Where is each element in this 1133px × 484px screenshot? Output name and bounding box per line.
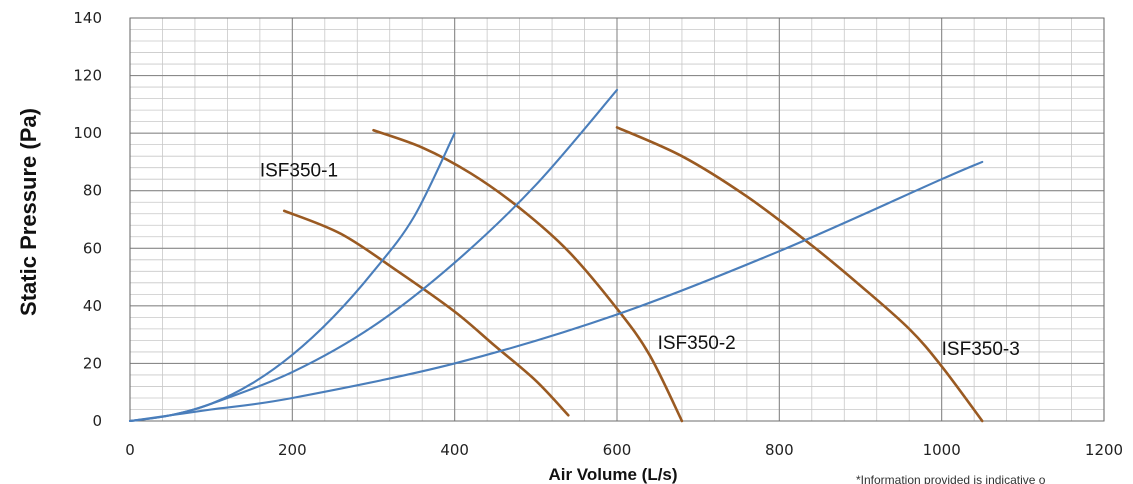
y-tick-label: 100 xyxy=(73,124,102,142)
y-axis-title: Static Pressure (Pa) xyxy=(16,108,41,316)
x-tick-label: 200 xyxy=(278,441,307,459)
curve-label: ISF350-3 xyxy=(942,339,1020,360)
x-tick-label: 0 xyxy=(125,441,135,459)
plot-area-frame xyxy=(129,17,1105,422)
x-tick-label: 400 xyxy=(440,441,469,459)
system-curve-2 xyxy=(128,88,619,423)
y-tick-label: 80 xyxy=(83,182,102,200)
x-tick-label: 600 xyxy=(603,441,632,459)
fan-curve-3 xyxy=(615,126,984,423)
y-axis-tick-labels: 0 20 40 60 80 100 120 140 xyxy=(73,9,102,430)
curve-labels: ISF350-1 ISF350-2 ISF350-3 xyxy=(260,160,1020,359)
system-curve-3 xyxy=(128,160,984,423)
major-gridlines xyxy=(129,17,1105,422)
fan-curve-2 xyxy=(372,128,684,423)
x-axis-tick-labels: 0 200 400 600 800 1000 1200 xyxy=(125,441,1123,459)
y-tick-label: 60 xyxy=(83,239,102,257)
x-tick-label: 800 xyxy=(765,441,794,459)
footnote: *Information provided is indicative o xyxy=(856,473,1046,484)
y-tick-label: 20 xyxy=(83,354,102,372)
y-tick-label: 40 xyxy=(83,297,102,315)
x-tick-label: 1000 xyxy=(923,441,961,459)
x-tick-label: 1200 xyxy=(1085,441,1123,459)
curve-label: ISF350-1 xyxy=(260,160,338,181)
series-layer xyxy=(128,88,984,423)
x-axis-title: Air Volume (L/s) xyxy=(548,465,677,484)
curve-label: ISF350-2 xyxy=(658,333,736,354)
y-tick-label: 120 xyxy=(73,67,102,85)
y-tick-label: 140 xyxy=(73,9,102,27)
y-tick-label: 0 xyxy=(92,412,102,430)
fan-curve-1 xyxy=(282,209,570,417)
